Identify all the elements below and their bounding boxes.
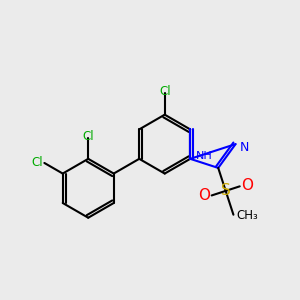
Text: Cl: Cl [159, 85, 170, 98]
Text: S: S [221, 183, 231, 198]
Text: N: N [240, 141, 249, 154]
Text: Cl: Cl [82, 130, 94, 143]
Text: Cl: Cl [32, 156, 43, 169]
Text: O: O [242, 178, 254, 194]
Text: NH: NH [196, 151, 212, 161]
Text: O: O [198, 188, 210, 203]
Text: CH₃: CH₃ [237, 209, 258, 222]
